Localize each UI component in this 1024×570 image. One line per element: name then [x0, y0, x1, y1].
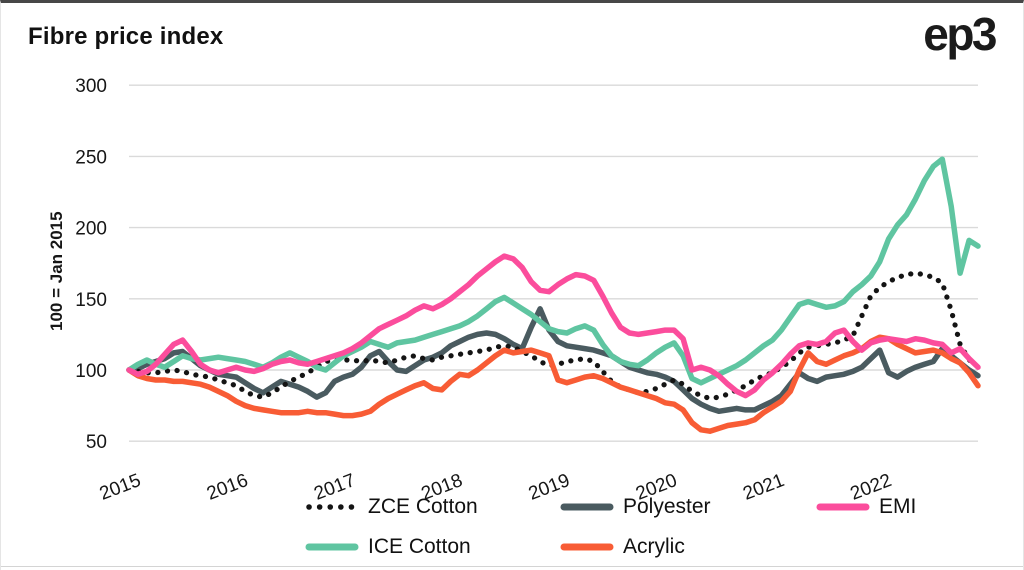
- x-tick-label: 2015: [97, 470, 144, 505]
- legend-marker-ice-cotton: [305, 543, 359, 551]
- y-tick-label: 50: [86, 432, 107, 453]
- legend-label: Polyester: [623, 495, 711, 518]
- x-tick-label: 2021: [740, 470, 787, 505]
- line-polyester: [126, 306, 981, 415]
- y-tick-label: 300: [75, 76, 107, 97]
- line-acrylic: [126, 334, 981, 434]
- page-title: Fibre price index: [28, 23, 224, 50]
- legend-label: ZCE Cotton: [368, 495, 478, 518]
- legend-label: EMI: [879, 495, 917, 518]
- legend-marker-zce-cotton: [306, 504, 358, 510]
- legend-item-emi: EMI: [815, 495, 916, 519]
- line-emi: [126, 253, 981, 399]
- legend-marker-polyester: [560, 503, 614, 511]
- legend-marker-emi: [816, 503, 870, 511]
- bottom-border: [1, 566, 1023, 567]
- legend-item-acrylic: Acrylic: [559, 535, 685, 559]
- legend-item-polyester: Polyester: [559, 495, 711, 519]
- x-tick-label: 2016: [204, 470, 251, 505]
- y-tick-label: 250: [75, 147, 107, 168]
- legend-item-ice-cotton: ICE Cotton: [304, 535, 471, 559]
- y-tick-label: 200: [75, 219, 107, 240]
- ep3-logo: ep3: [923, 8, 997, 60]
- legend-label: Acrylic: [623, 535, 685, 558]
- legend-label: ICE Cotton: [368, 535, 471, 558]
- line-ice-cotton: [126, 156, 981, 386]
- legend-item-zce-cotton: ZCE Cotton: [304, 495, 478, 519]
- y-tick-label: 150: [75, 290, 107, 311]
- legend-marker-acrylic: [560, 543, 614, 551]
- y-tick-label: 100: [75, 361, 107, 382]
